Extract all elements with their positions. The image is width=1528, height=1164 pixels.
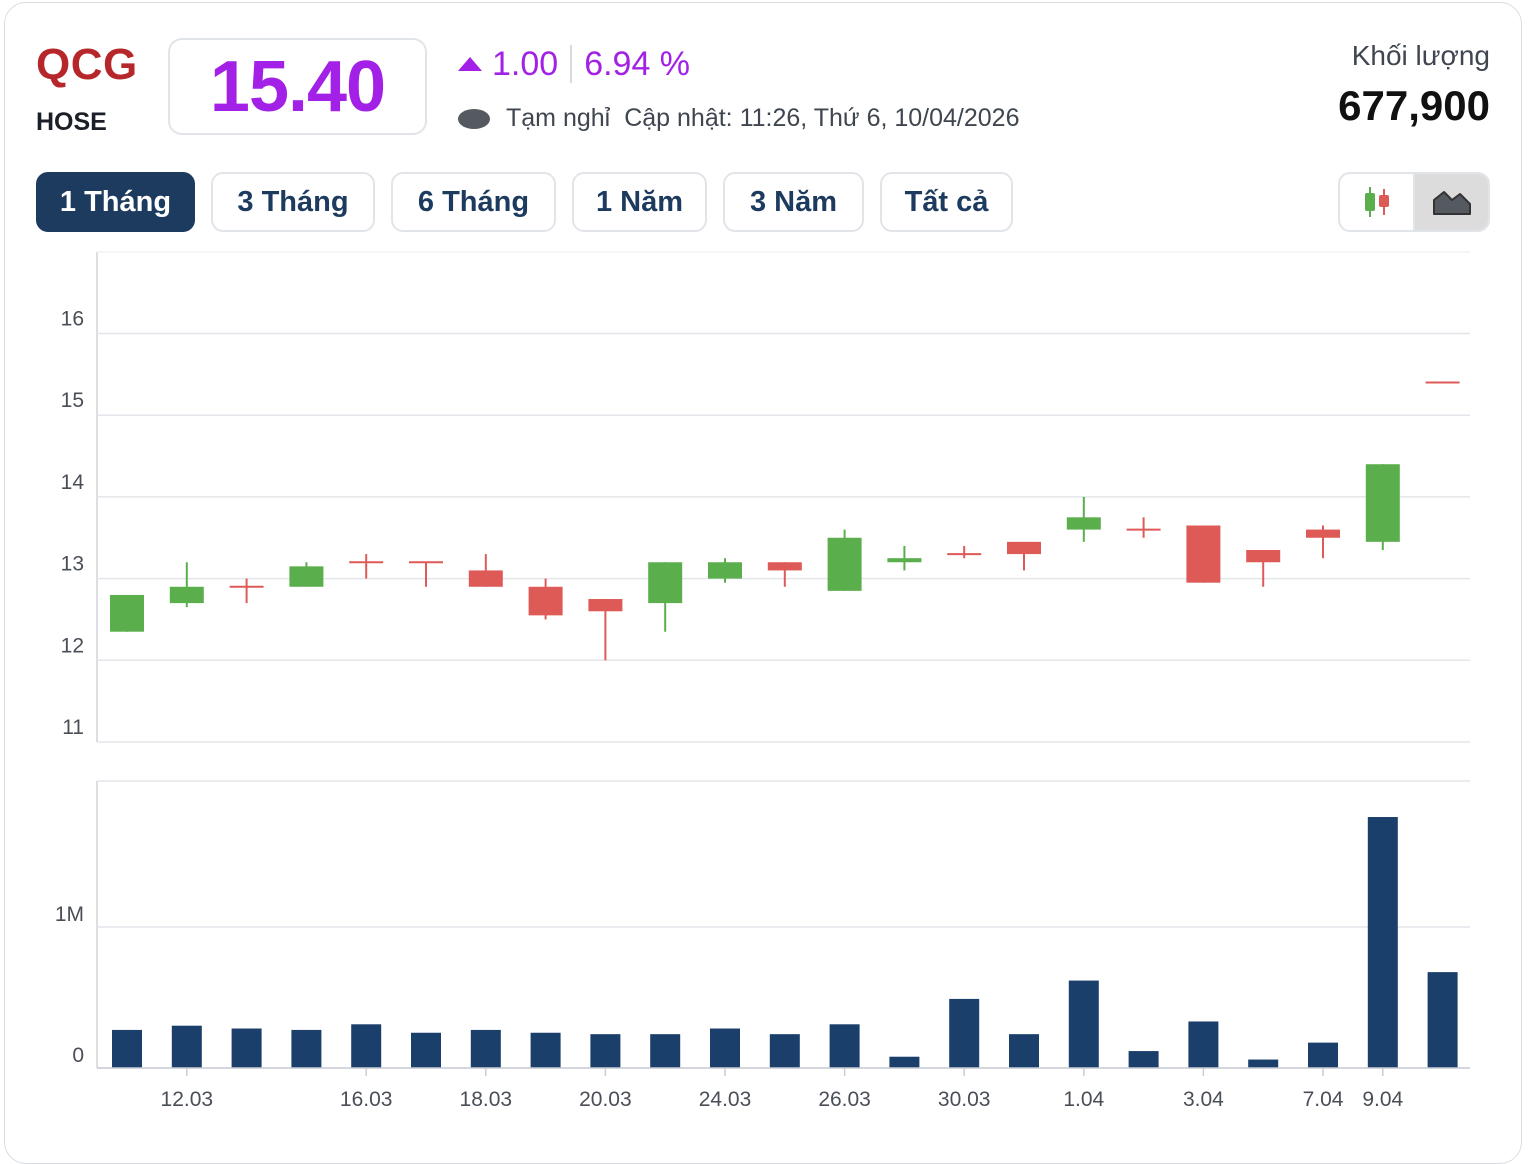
candle-body [1066,517,1101,530]
candle-body [767,562,802,571]
volume-bar [1427,972,1458,1068]
volume-bar [1188,1021,1219,1068]
price-tick-label: 16 [61,308,84,331]
volume-bar [291,1029,322,1068]
volume-bar [171,1025,202,1068]
volume-bar [1248,1059,1279,1068]
candlestick-icon [1364,187,1389,217]
candle-body [1365,464,1400,542]
price-tick-label: 12 [61,634,84,657]
candle-body [827,537,862,591]
change-percent: 6.94 % [584,44,691,83]
candle-body [588,599,623,612]
price-change: 1.00 6.94 % [458,44,690,84]
x-tick-label: 3.04 [1183,1088,1224,1111]
change-value: 1.00 [492,44,559,83]
update-time: Cập nhật: 11:26, Thứ 6, 10/04/2026 [624,104,1020,132]
volume-bar [470,1029,501,1068]
volume-bar [1068,980,1099,1068]
x-tick-label: 24.03 [699,1088,752,1111]
volume-tick-label: 0 [72,1044,84,1067]
volume-bar [351,1024,382,1068]
volume-bar [411,1032,441,1068]
volume-bar [710,1028,740,1068]
volume-bar [1128,1051,1159,1068]
x-tick-label: 26.03 [818,1088,871,1111]
x-tick-label: 18.03 [460,1088,513,1111]
current-price: 15.40 [209,46,386,127]
status-dot-icon [458,108,490,129]
x-tick-label: 30.03 [938,1088,991,1111]
x-tick-label: 16.03 [340,1088,393,1111]
stock-chart: 11 12 13 14 15 16 0 1M 12.03 16.03 18.03 20.03 24.03… [55,251,1470,1111]
volume-bar [769,1034,800,1068]
price-tick-label: 13 [61,553,84,576]
tab-3-years[interactable]: 3 Năm [723,172,864,232]
candle-body [708,562,742,579]
volume-bar [231,1028,262,1068]
volume-bar [889,1056,920,1068]
volume-bar [1367,817,1398,1068]
candle-body [1007,541,1041,555]
x-tick-label: 12.03 [161,1088,214,1111]
volume-label: Khối lượng [1351,40,1490,71]
exchange-label: HOSE [36,108,107,136]
volume-bar [650,1034,681,1068]
volume-bar [1308,1042,1338,1068]
price-box: 15.40 [168,38,427,135]
volume-bar [829,1024,860,1068]
tab-all[interactable]: Tất cả [880,172,1013,232]
area-chart-button[interactable] [1413,174,1488,230]
candle-body [468,570,503,587]
tab-6-months[interactable]: 6 Tháng [391,172,556,232]
chart-type-toggle [1338,172,1490,232]
volume-value: 677,900 [1338,82,1490,129]
candle-body [1306,529,1340,538]
divider [570,45,573,83]
candle-body [289,566,324,587]
tab-3-months[interactable]: 3 Tháng [211,172,375,232]
volume-tick-label: 1M [55,903,84,926]
volume-bar [590,1034,621,1068]
tab-1-month[interactable]: 1 Tháng [36,172,195,232]
volume-bar [1009,1034,1039,1068]
x-tick-label: 20.03 [579,1088,632,1111]
price-tick-label: 11 [62,716,84,739]
area-chart-icon [1432,191,1471,215]
x-tick-label: 9.04 [1362,1088,1403,1111]
price-tick-label: 14 [61,471,85,494]
status-text: Tạm nghỉ [506,104,611,132]
up-arrow-icon [458,57,482,71]
candle-body [1246,550,1281,563]
candle-body [169,586,204,604]
candle-body [110,594,144,632]
candle-body [528,586,563,616]
x-tick-label: 1.04 [1063,1088,1104,1111]
candle-body [887,558,922,563]
volume-bar [949,998,980,1068]
tab-1-year[interactable]: 1 Năm [572,172,707,232]
candle-body [1186,525,1221,583]
x-tick-label: 7.04 [1303,1088,1344,1111]
candle-body [648,562,683,604]
candlestick-button[interactable] [1340,174,1413,230]
price-tick-label: 15 [61,389,84,412]
volume-bar [530,1032,561,1068]
stock-symbol: QCG [36,40,138,89]
volume-bar [112,1029,142,1068]
market-status: Tạm nghỉ Cập nhật: 11:26, Thứ 6, 10/04/2… [458,104,1020,133]
